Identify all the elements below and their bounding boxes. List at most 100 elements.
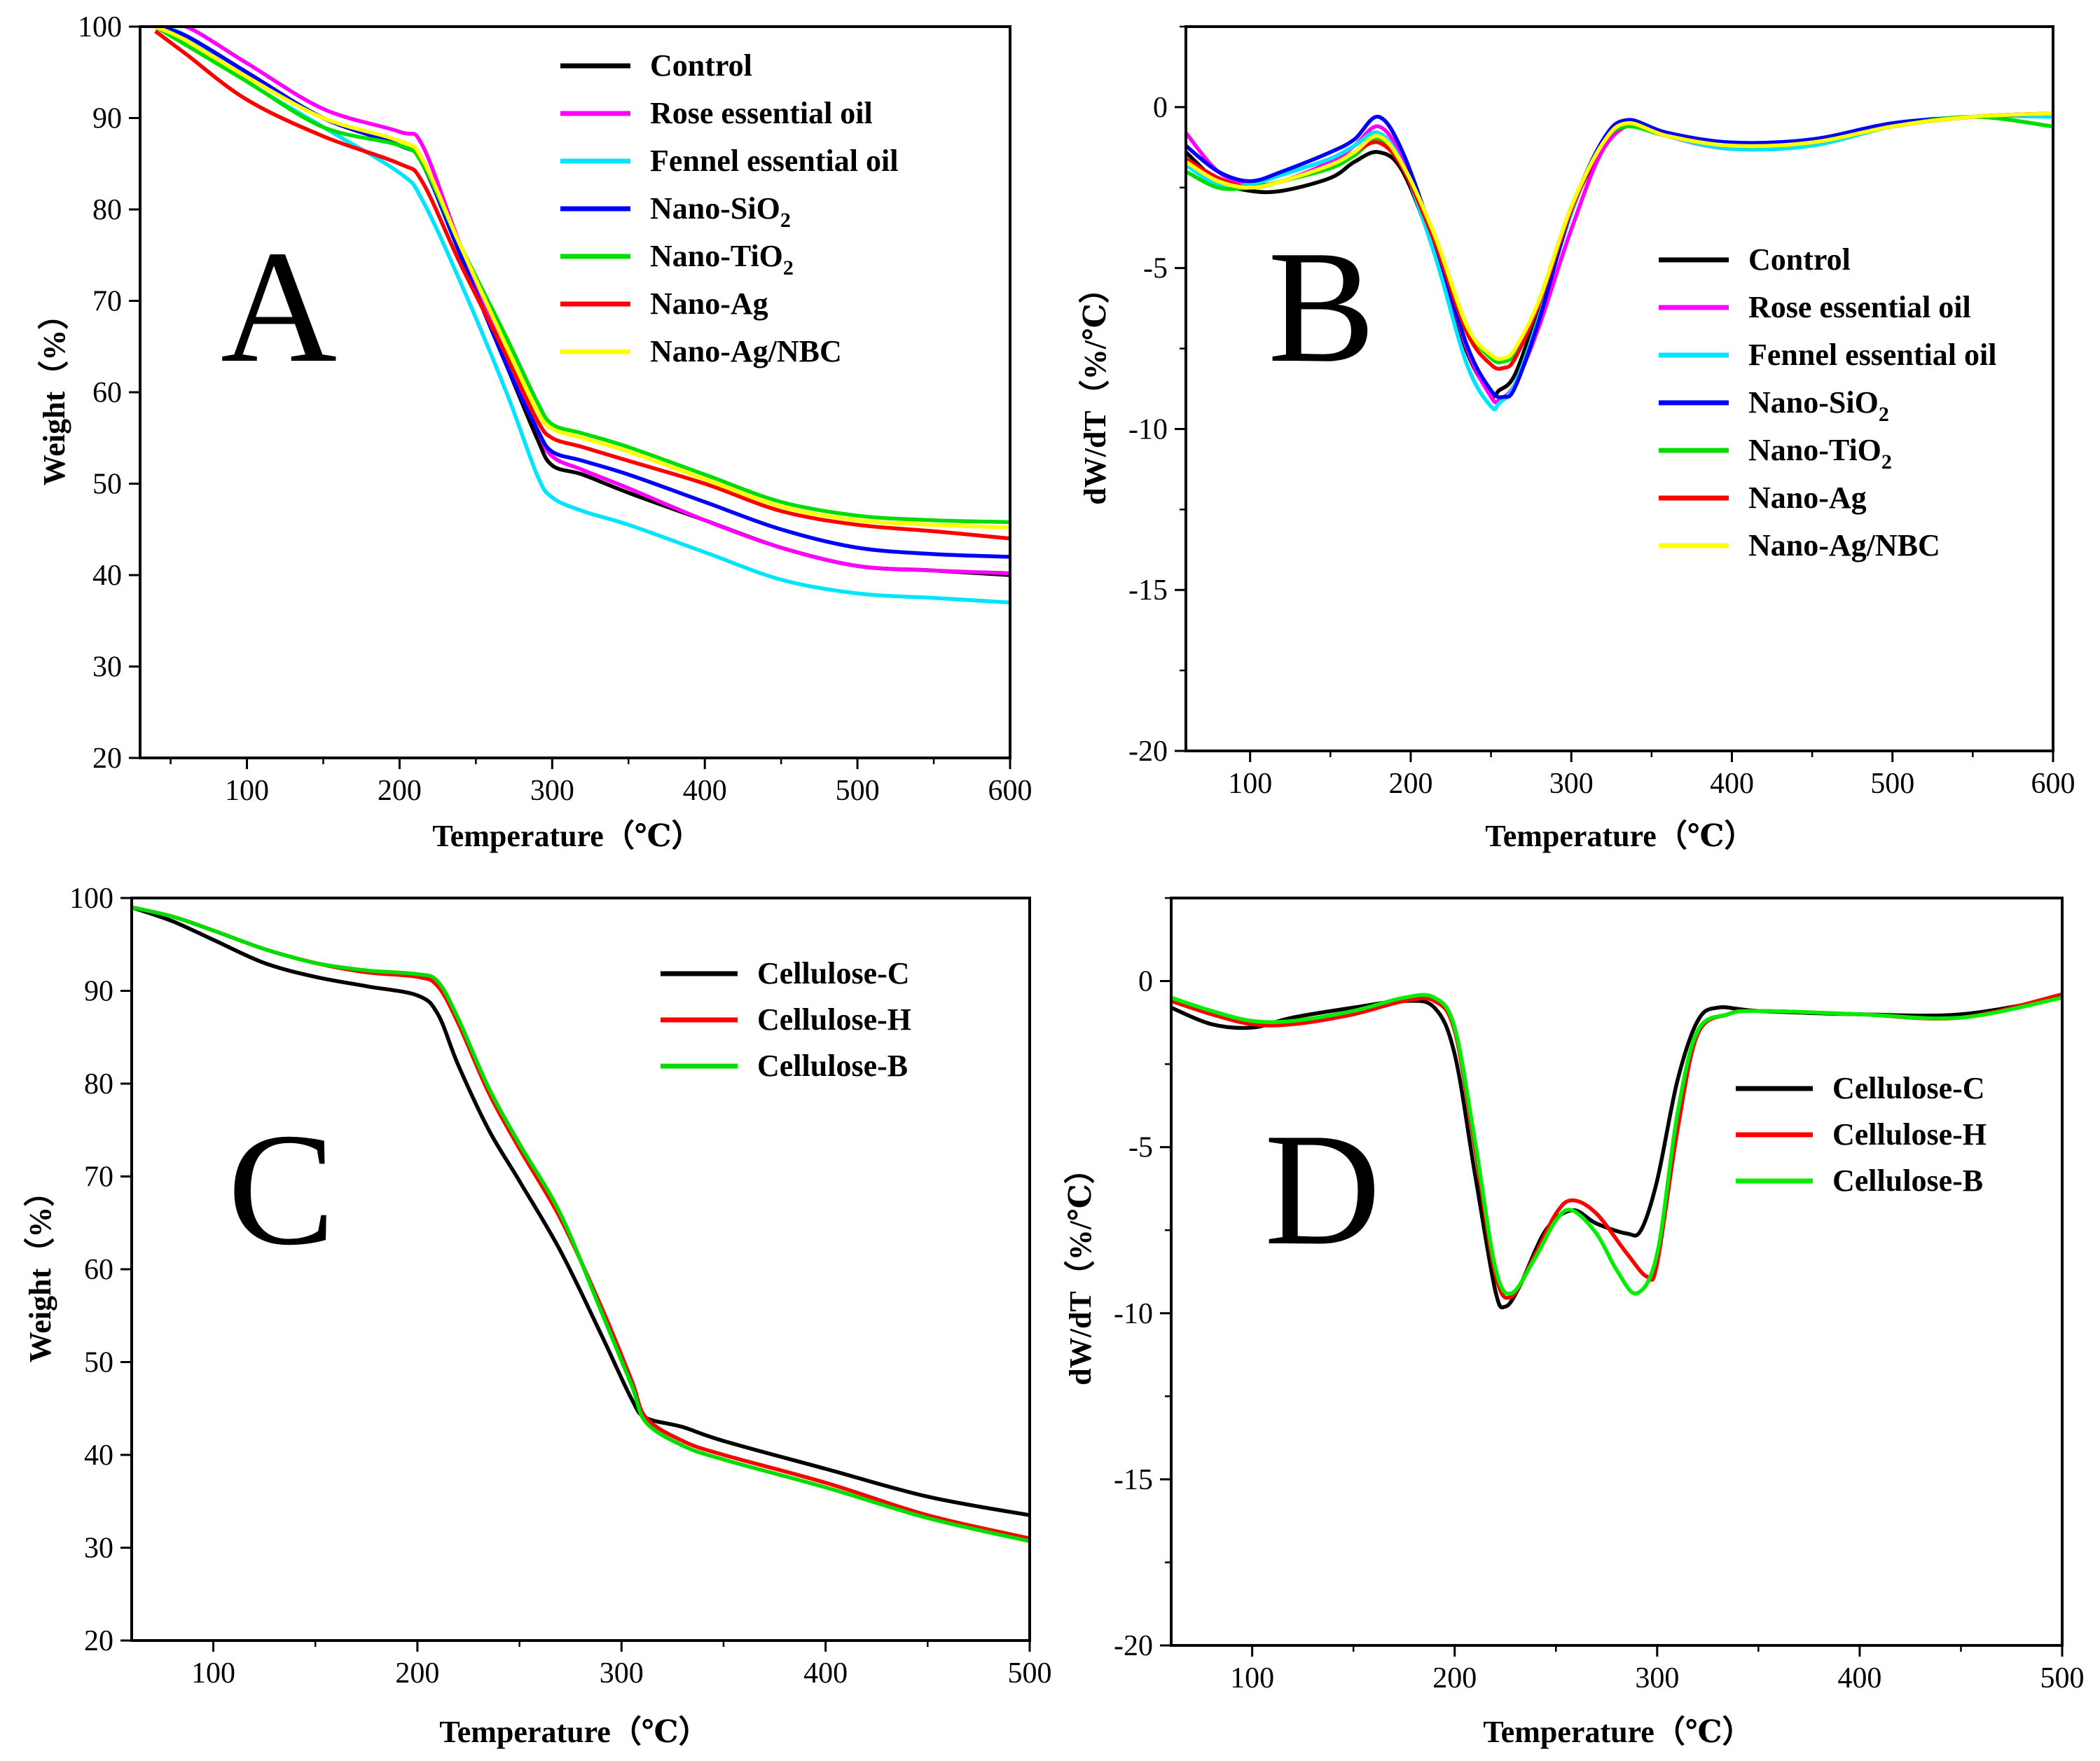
panel-b-xlabel: Temperature（℃） xyxy=(1485,819,1755,853)
panel-c-ylabel: Weight（%） xyxy=(23,1176,57,1362)
panel-c-ytick-label: 50 xyxy=(84,1347,113,1379)
panel-b-ylabel: dW/dT（%/℃） xyxy=(1078,272,1112,504)
panel-d-letter: D xyxy=(1264,1100,1381,1278)
panel-b-legend-label-control: Control xyxy=(1748,242,1851,277)
panel-a-legend-label-nano-ag-nbc: Nano-Ag/NBC xyxy=(650,334,842,368)
panel-a-line-nano-tio2 xyxy=(154,27,1010,525)
panel-a-ylabel: Weight（%） xyxy=(37,299,71,485)
panel-b-letter: B xyxy=(1268,217,1375,396)
panel-b-ytick-label: -20 xyxy=(1128,736,1168,768)
panel-d-ticks: 100 200 300 400 500 -20 -15 -10 -5 0 xyxy=(1114,897,2085,1694)
panel-a-xtick-label: 300 xyxy=(530,775,574,807)
panel-a-ytick-label: 80 xyxy=(92,194,122,226)
panel-a-legend: Control Rose essential oil Fennel essentia… xyxy=(560,48,898,368)
panel-b-xtick-label: 200 xyxy=(1388,768,1432,800)
panel-c-line-cellulose-c xyxy=(132,905,1030,1517)
panel-d-xtick-label: 100 xyxy=(1230,1662,1274,1694)
panel-a-series xyxy=(154,27,1010,605)
panel-d-ytick-label: -15 xyxy=(1114,1464,1153,1496)
panel-c-xtick-label: 300 xyxy=(600,1657,644,1690)
panel-d-ylabel: dW/dT（%/℃） xyxy=(1063,1153,1098,1385)
panel-c-ytick-label: 40 xyxy=(84,1439,113,1472)
panel-b-legend: Control Rose essential oil Fennel essentia… xyxy=(1659,242,1996,562)
panel-c-xlabel: Temperature（℃） xyxy=(439,1715,709,1749)
panel-a-ytick-label: 90 xyxy=(92,103,122,135)
panel-b-ytick-label: -15 xyxy=(1128,574,1168,607)
panel-a-legend-label-fennel-essential-oil: Fennel essential oil xyxy=(650,144,898,178)
panel-d-xtick-label: 300 xyxy=(1635,1662,1679,1694)
panel-a-xtick-label: 500 xyxy=(836,775,880,807)
panel-c-ytick-label: 80 xyxy=(84,1068,113,1100)
panel-c-ytick-label: 20 xyxy=(84,1625,113,1657)
panel-c-letter: C xyxy=(228,1100,335,1278)
panel-a-ytick-label: 30 xyxy=(92,651,122,684)
panel-c-ytick-label: 30 xyxy=(84,1533,113,1565)
panel-c-ytick-label: 70 xyxy=(84,1161,113,1194)
panel-a-line-nano-ag xyxy=(154,29,1010,541)
panel-c-legend: Cellulose-C Cellulose-H Cellulose-B xyxy=(661,956,911,1083)
panel-a-ytick-label: 50 xyxy=(92,469,122,501)
panel-d-frame xyxy=(1170,897,2064,1647)
panel-c-ytick-label: 100 xyxy=(69,883,113,915)
panel-c-xtick-label: 200 xyxy=(395,1657,439,1690)
panel-d-ytick-label: -10 xyxy=(1114,1298,1153,1330)
panel-b-legend-label-rose-essential-oil: Rose essential oil xyxy=(1748,290,1971,324)
panel-b-line-nano-sio2 xyxy=(1186,111,2053,399)
panel-a-legend-label-nano-sio2: Nano-SiO2 xyxy=(650,191,791,232)
panel-b-xtick-label: 400 xyxy=(1710,768,1754,800)
panel-a-ytick-label: 100 xyxy=(78,11,122,43)
panel-c-ytick-label: 90 xyxy=(84,976,113,1008)
panel-c-legend-label-cellulose-b: Cellulose-B xyxy=(757,1049,908,1083)
panel-a-legend-label-nano-ag: Nano-Ag xyxy=(650,286,768,321)
panel-a-ytick-label: 70 xyxy=(92,286,122,318)
panel-a-xtick-label: 400 xyxy=(683,775,727,807)
panel-a-xtick-label: 100 xyxy=(225,775,269,807)
panel-c-ticks: 100 200 300 400 500 20 30 40 50 60 70 80 90 100 xyxy=(69,883,1052,1690)
panel-d-ytick-label: -5 xyxy=(1128,1132,1153,1164)
panel-d-legend-label-cellulose-h: Cellulose-H xyxy=(1832,1117,1987,1152)
panel-c-xtick-label: 400 xyxy=(803,1657,848,1690)
panel-b-legend-label-nano-sio2: Nano-SiO2 xyxy=(1748,385,1889,426)
panel-c-ytick-label: 60 xyxy=(84,1254,113,1286)
panel-d: 100 200 300 400 500 -20 -15 -10 -5 0 D Temperatur… xyxy=(1063,897,2085,1749)
panel-b-ytick-label: -5 xyxy=(1143,253,1168,285)
panel-d-xtick-label: 400 xyxy=(1837,1662,1881,1694)
panel-c-xtick-label: 500 xyxy=(1008,1657,1052,1690)
panel-a-ticks: 100 200 300 400 500 600 20 30 40 50 60 70 80 90 100 xyxy=(78,11,1032,807)
panel-d-xtick-label: 500 xyxy=(2040,1662,2085,1694)
panel-d-xlabel: Temperature（℃） xyxy=(1483,1715,1753,1749)
panel-b-legend-label-nano-ag: Nano-Ag xyxy=(1748,481,1867,515)
panel-d-line-cellulose-b xyxy=(1171,993,2062,1296)
panel-d-ytick-label: -20 xyxy=(1114,1630,1153,1662)
panel-b-legend-label-nano-ag-nbc: Nano-Ag/NBC xyxy=(1748,528,1940,562)
panel-c-series xyxy=(132,905,1030,1543)
panel-b-xtick-label: 100 xyxy=(1228,768,1272,800)
panel-a-letter: A xyxy=(221,217,337,396)
panel-a-ytick-label: 20 xyxy=(92,743,122,775)
panel-c: 100 200 300 400 500 20 30 40 50 60 70 80 90 100 C Tem… xyxy=(23,883,1052,1749)
panel-b-ticks: 100 200 300 400 500 600 -20 -15 -10 -5 0 xyxy=(1128,25,2075,800)
panel-b-ytick-label: 0 xyxy=(1153,92,1168,124)
panel-a-legend-label-control: Control xyxy=(650,48,752,83)
panel-a-xtick-label: 200 xyxy=(378,775,422,807)
panel-d-legend-label-cellulose-b: Cellulose-B xyxy=(1832,1163,1983,1198)
panel-b-legend-label-nano-tio2: Nano-TiO2 xyxy=(1748,433,1892,474)
panel-b-xtick-label: 300 xyxy=(1549,768,1594,800)
panel-d-xtick-label: 200 xyxy=(1432,1662,1477,1694)
panel-a-line-nano-ag-nbc xyxy=(154,27,1010,530)
panel-b-series xyxy=(1186,111,2053,412)
panel-c-xtick-label: 100 xyxy=(191,1657,235,1690)
panel-b-xtick-label: 500 xyxy=(1870,768,1914,800)
panel-d-series xyxy=(1171,992,2062,1310)
panel-c-legend-label-cellulose-c: Cellulose-C xyxy=(757,956,910,990)
panel-a-ytick-label: 60 xyxy=(92,377,122,409)
panel-c-legend-label-cellulose-h: Cellulose-H xyxy=(757,1002,911,1037)
panel-b-line-nano-ag-nbc xyxy=(1186,111,2053,361)
panel-c-line-cellulose-b xyxy=(132,905,1030,1543)
panel-d-legend: Cellulose-C Cellulose-H Cellulose-B xyxy=(1736,1071,1987,1198)
panel-b-xtick-label: 600 xyxy=(2031,768,2075,800)
panel-d-legend-label-cellulose-c: Cellulose-C xyxy=(1832,1071,1985,1105)
